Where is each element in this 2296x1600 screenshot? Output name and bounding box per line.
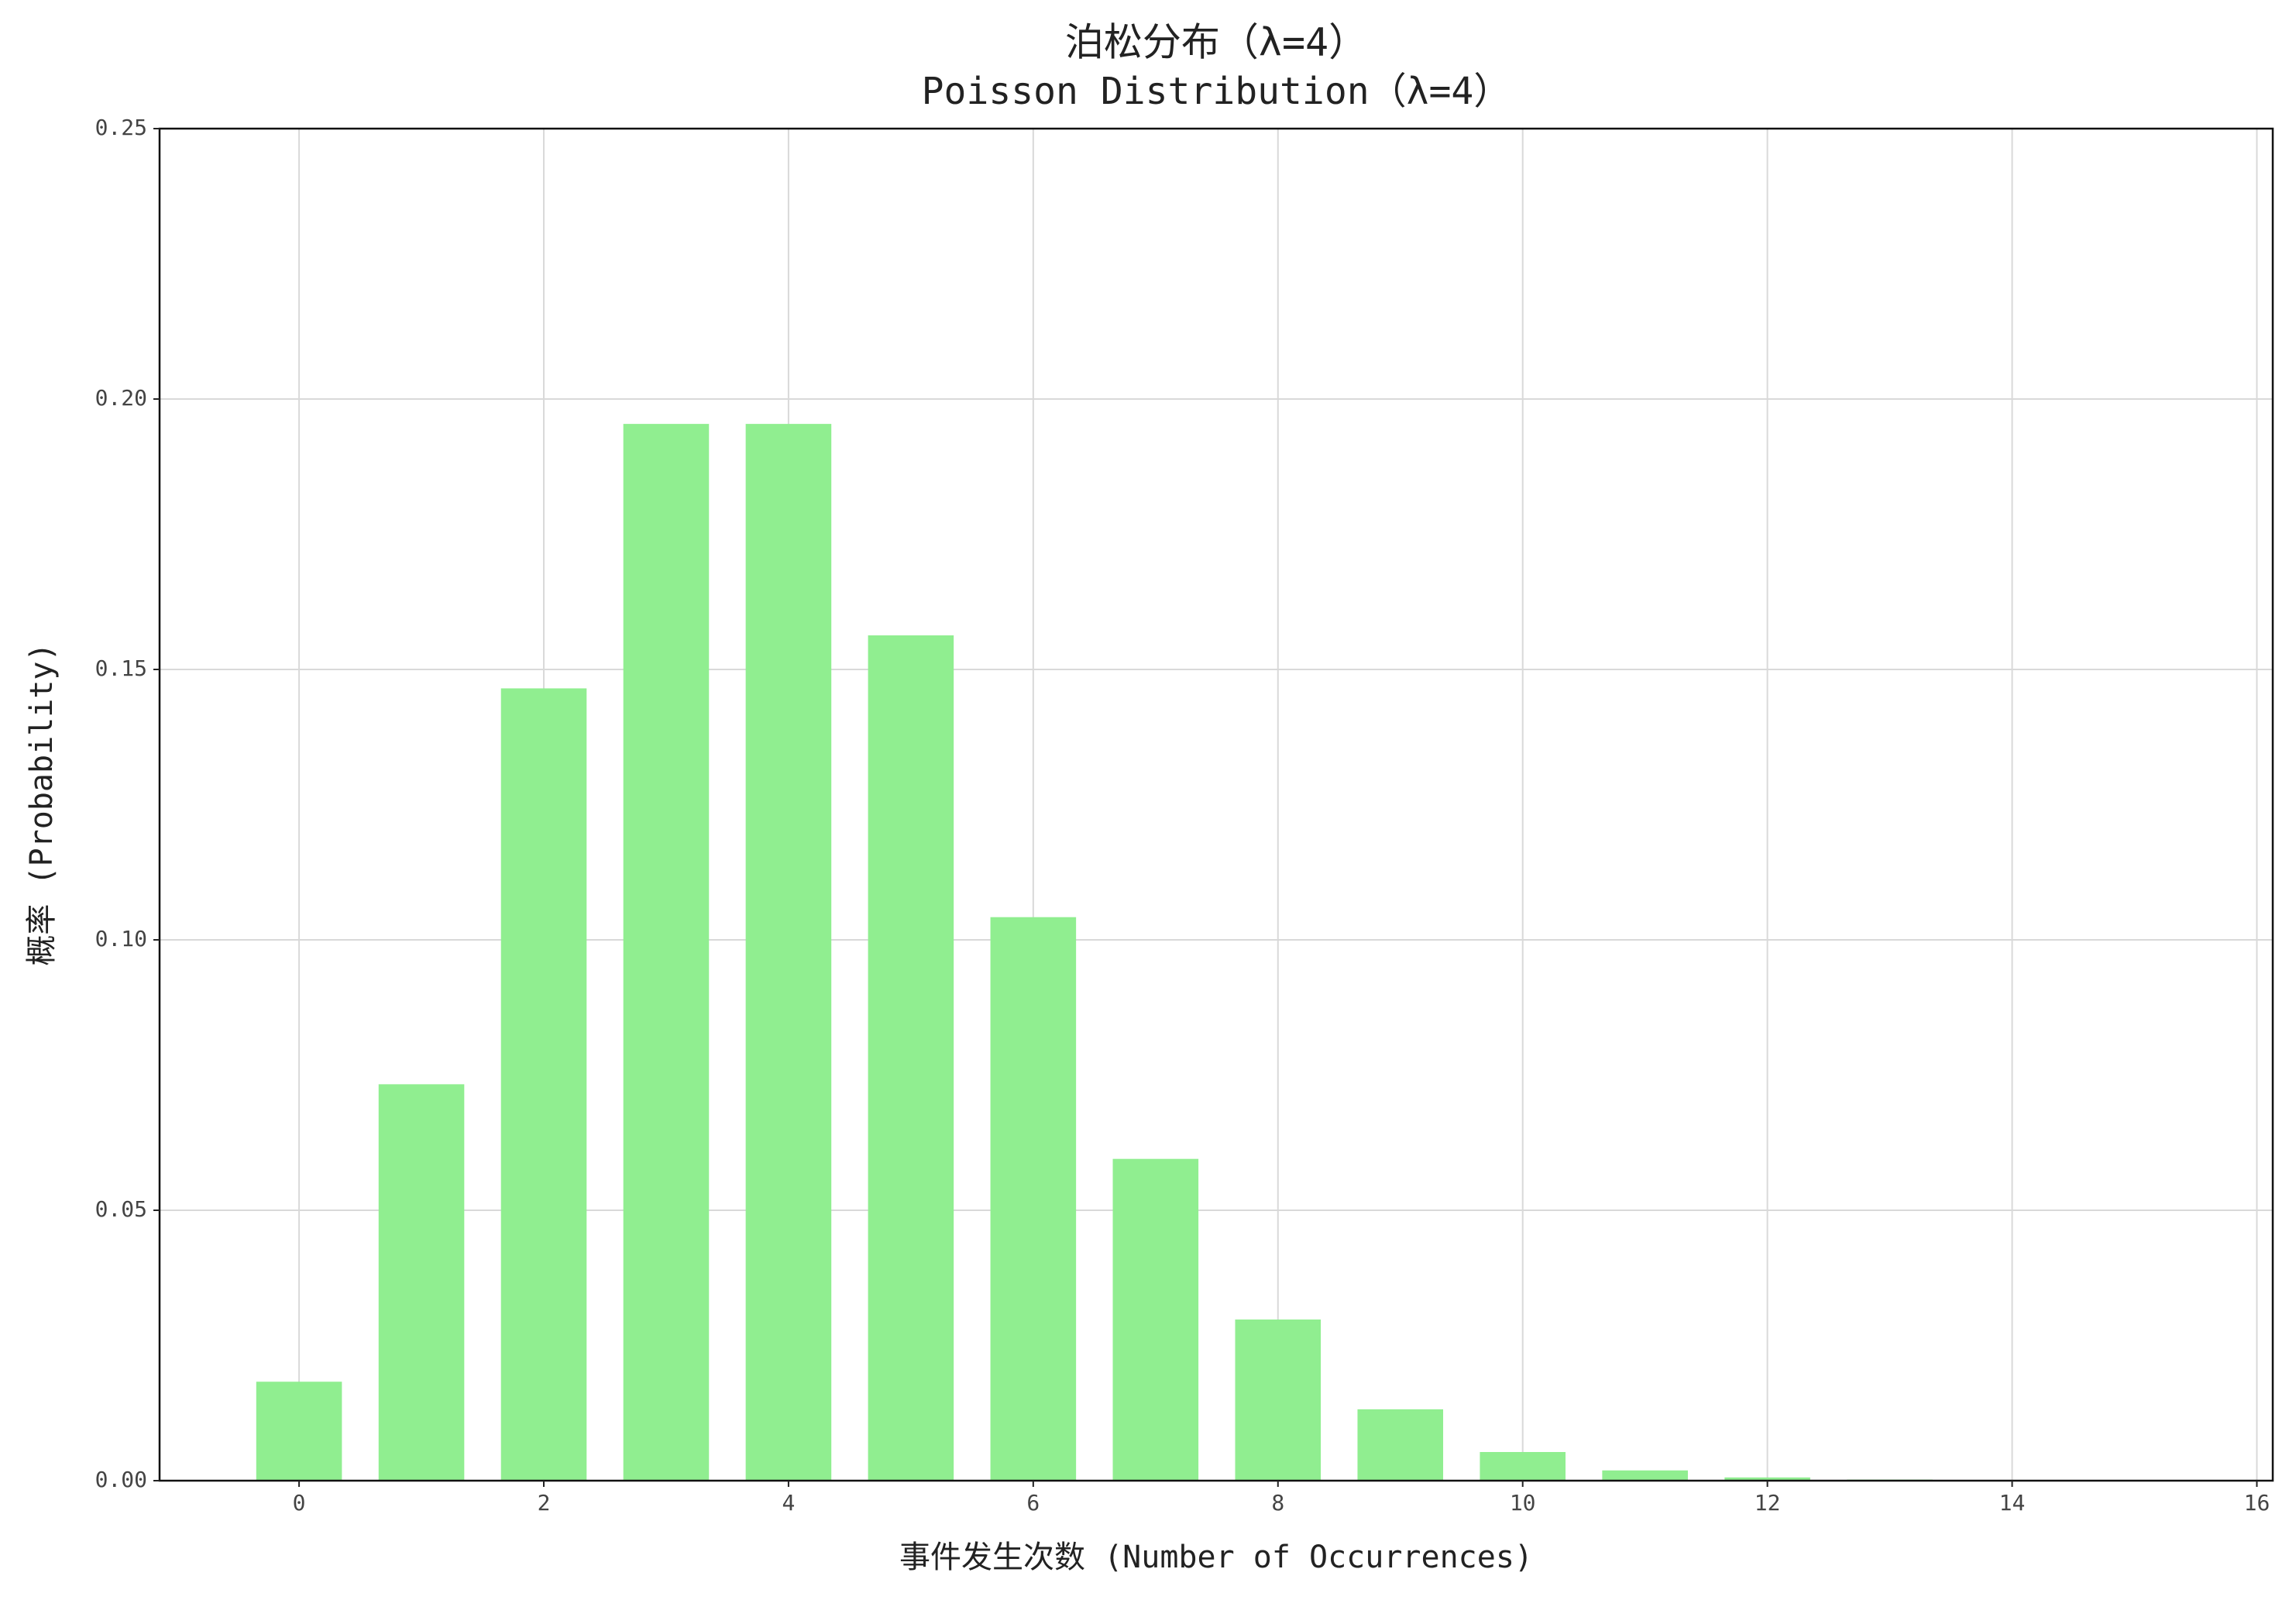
chart-title: 泊松分布（λ=4） bbox=[1065, 20, 1367, 65]
bar bbox=[1724, 1477, 1810, 1481]
x-tick-label: 6 bbox=[1026, 1490, 1040, 1516]
bar bbox=[1480, 1452, 1566, 1481]
y-tick-label: 0.15 bbox=[95, 655, 147, 681]
y-tick-label: 0.25 bbox=[95, 115, 147, 140]
bar bbox=[1112, 1158, 1199, 1481]
y-tick-label: 0.10 bbox=[95, 926, 147, 951]
x-tick-label: 14 bbox=[1999, 1490, 2026, 1516]
x-axis-label: 事件发生次数 (Number of Occurrences) bbox=[899, 1540, 1533, 1575]
bar bbox=[1235, 1319, 1322, 1481]
bar bbox=[745, 424, 832, 1481]
bar bbox=[868, 635, 954, 1481]
y-axis-label: 概率 (Probability) bbox=[24, 642, 60, 965]
bar bbox=[378, 1084, 465, 1481]
x-tick-label: 10 bbox=[1510, 1490, 1536, 1516]
y-tick-label: 0.20 bbox=[95, 385, 147, 411]
y-tick-label: 0.00 bbox=[95, 1467, 147, 1492]
x-tick-label: 16 bbox=[2244, 1490, 2270, 1516]
x-tick-label: 2 bbox=[538, 1490, 551, 1516]
bar-layer bbox=[256, 424, 2177, 1481]
chart-subtitle: Poisson Distribution（λ=4） bbox=[922, 70, 1511, 113]
bar bbox=[1357, 1409, 1444, 1481]
x-tick-label: 8 bbox=[1271, 1490, 1284, 1516]
y-tick-label: 0.05 bbox=[95, 1196, 147, 1222]
x-tick-label: 4 bbox=[782, 1490, 795, 1516]
bar bbox=[256, 1382, 342, 1481]
grid-layer bbox=[160, 128, 2273, 1481]
x-tick-label: 0 bbox=[293, 1490, 306, 1516]
bar bbox=[1602, 1470, 1688, 1481]
bar bbox=[500, 688, 587, 1481]
bar bbox=[623, 424, 710, 1481]
bar bbox=[990, 917, 1077, 1481]
plot-frame bbox=[158, 127, 2274, 1482]
x-tick-label: 12 bbox=[1755, 1490, 1781, 1516]
